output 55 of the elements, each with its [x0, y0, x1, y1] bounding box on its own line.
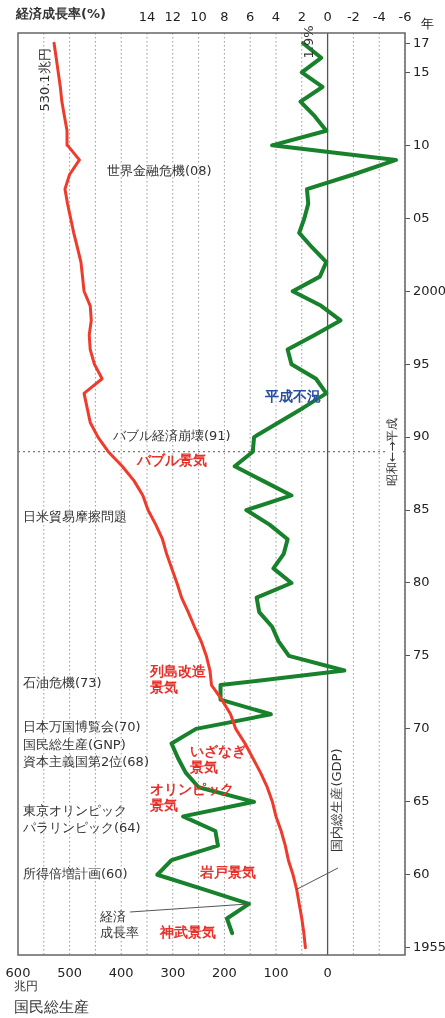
y-tick-label: 05	[413, 209, 430, 225]
x2-tick-label: -2	[346, 8, 360, 24]
x2-tick-label: 6	[246, 8, 255, 24]
y-tick-label: 60	[413, 866, 430, 882]
x2-tick-label: -6	[398, 8, 412, 24]
y-tick-label: 10	[413, 136, 430, 152]
annotation: 平成不況	[264, 387, 321, 404]
annotation: バブル経済崩壊(91)	[112, 428, 231, 444]
annotation: 神武景気	[159, 923, 216, 940]
x-tick-label: 400	[108, 965, 134, 981]
y-tick-label: 90	[413, 428, 430, 444]
y-axis-title: 年	[420, 16, 434, 32]
x2-tick-label: 0	[323, 8, 332, 24]
x-tick-label: 500	[57, 965, 83, 981]
annotation: 列島改造景気	[149, 662, 207, 695]
annotation: 石油危機(73)	[23, 675, 102, 691]
text: 国内総生産(GDP)	[329, 748, 345, 852]
x2-tick-label: 12	[164, 8, 182, 24]
annotation: 所得倍増計画(60)	[23, 866, 128, 882]
y-tick-label: 65	[413, 793, 430, 809]
annotation: 530.1兆円	[37, 48, 53, 112]
annotation: 国民総生産(GNP)資本主義国第2位(68)	[23, 737, 149, 770]
x2-tick-label: 8	[220, 8, 229, 24]
y-tick-label: 17	[413, 34, 430, 50]
x2-tick-label: 4	[271, 8, 281, 24]
y-tick-label: 15	[413, 63, 430, 79]
x2-axis-title: 経済成長率(%)	[15, 6, 106, 22]
annotation: いざなぎ景気	[189, 742, 246, 775]
x-tick-label: 0	[323, 965, 332, 981]
x2-tick-label: 10	[190, 8, 207, 24]
x-tick-label: 300	[160, 965, 186, 981]
annotation: バブル景気	[136, 451, 207, 468]
text: 経済成長率	[99, 909, 139, 941]
ref-line-label: 昭和←→平成	[385, 417, 400, 486]
y-tick-label: 75	[413, 647, 430, 663]
annotation: 東京オリンピックパラリンピック(64)	[22, 803, 141, 836]
x-tick-label: 200	[211, 965, 237, 981]
x2-tick-label: 14	[138, 8, 156, 24]
annotation: 岩戸景気	[199, 863, 256, 880]
text: 兆円	[14, 979, 38, 994]
x-tick-label: 600	[5, 965, 31, 981]
x2-tick-label: 2	[297, 8, 306, 24]
y-tick-label: 1955	[413, 939, 445, 955]
y-tick-label: 70	[413, 720, 430, 736]
y-tick-label: 2000	[413, 282, 445, 298]
x-tick-label: 100	[263, 965, 289, 981]
annotation: 1.9%	[301, 25, 317, 59]
x-axis-title: 国民総生産	[14, 997, 89, 1016]
annotation: 日本万国博覧会(70)	[23, 719, 141, 735]
annotation: 日米貿易摩擦問題	[23, 509, 127, 525]
y-tick-label: 80	[413, 574, 430, 590]
y-tick-label: 85	[413, 501, 430, 517]
annotation: 世界金融危機(08)	[107, 163, 212, 179]
x2-tick-label: -4	[372, 8, 386, 24]
y-tick-label: 95	[413, 355, 430, 371]
